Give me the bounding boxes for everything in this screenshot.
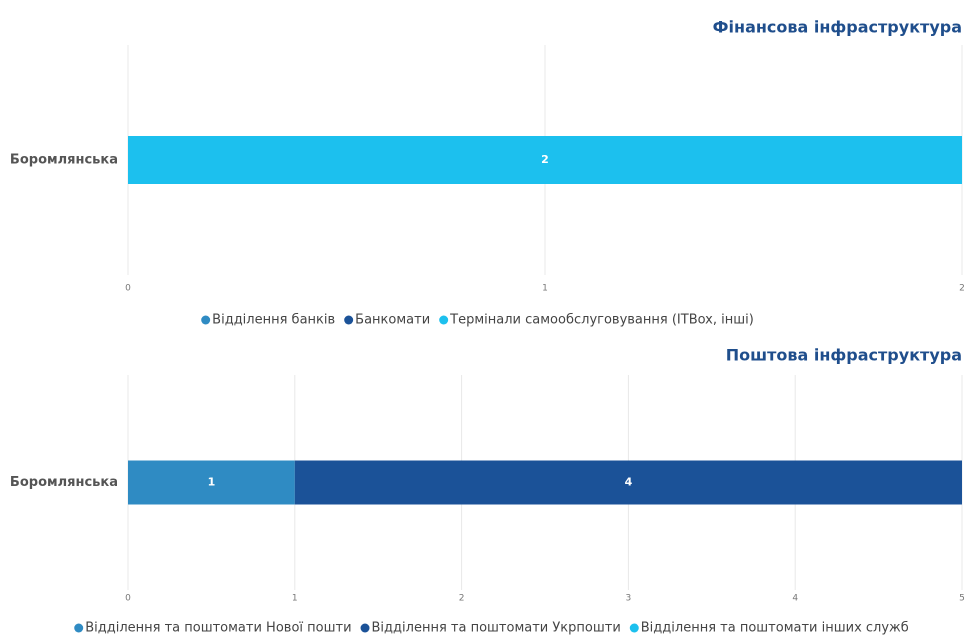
x-tick-label: 0	[125, 284, 131, 294]
data-label: 1	[208, 476, 216, 489]
legend-marker	[201, 315, 211, 325]
legend-label: Відділення та поштомати Укрпошти	[372, 621, 621, 636]
x-tick-label: 2	[459, 594, 465, 604]
chart-title: Поштова інфраструктура	[726, 346, 962, 365]
bar-segment	[128, 460, 295, 505]
legend-label: Відділення та поштомати Нової пошти	[85, 621, 351, 636]
data-label: 2	[541, 153, 549, 166]
x-tick-label: 1	[542, 284, 548, 294]
legend-marker	[439, 315, 449, 325]
x-tick-label: 5	[959, 594, 965, 604]
legend-label: Банкомати	[355, 313, 430, 328]
x-tick-label: 4	[792, 594, 798, 604]
x-tick-label: 3	[626, 594, 632, 604]
x-tick-label: 1	[292, 594, 298, 604]
bar-segment	[128, 136, 962, 184]
x-tick-label: 2	[959, 284, 965, 294]
legend-label: Відділення банків	[212, 313, 335, 328]
category-label: Боромлянська	[10, 153, 118, 168]
category-label: Боромлянська	[10, 475, 118, 490]
data-label: 4	[625, 476, 633, 489]
bar-segment	[294, 460, 962, 505]
legend-label: Термінали самообслуговування (ITBox, інш…	[449, 313, 754, 328]
legend-marker	[629, 623, 639, 633]
legend-marker	[74, 623, 84, 633]
x-tick-label: 0	[125, 594, 131, 604]
legend-marker	[360, 623, 370, 633]
legend-label: Відділення та поштомати інших служб	[641, 621, 909, 636]
chart-title: Фінансова інфраструктура	[713, 18, 962, 37]
legend-marker	[344, 315, 354, 325]
